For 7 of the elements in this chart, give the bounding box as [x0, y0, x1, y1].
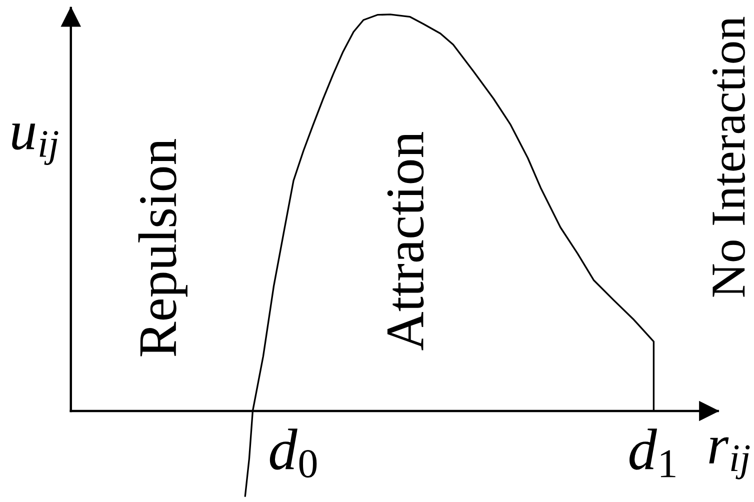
- annotation: No Interaction: [712, 16, 746, 297]
- x-tick-label: d$_{0}$: [270, 428, 317, 478]
- y-axis-title: u$_{ij}$: [12, 124, 58, 166]
- annotation: Attraction: [387, 132, 424, 350]
- x-tick-label: d$_{1}$: [630, 428, 676, 478]
- x-axis-title: r$_{ij}$: [709, 437, 750, 480]
- annotation: Repulsion: [138, 138, 188, 356]
